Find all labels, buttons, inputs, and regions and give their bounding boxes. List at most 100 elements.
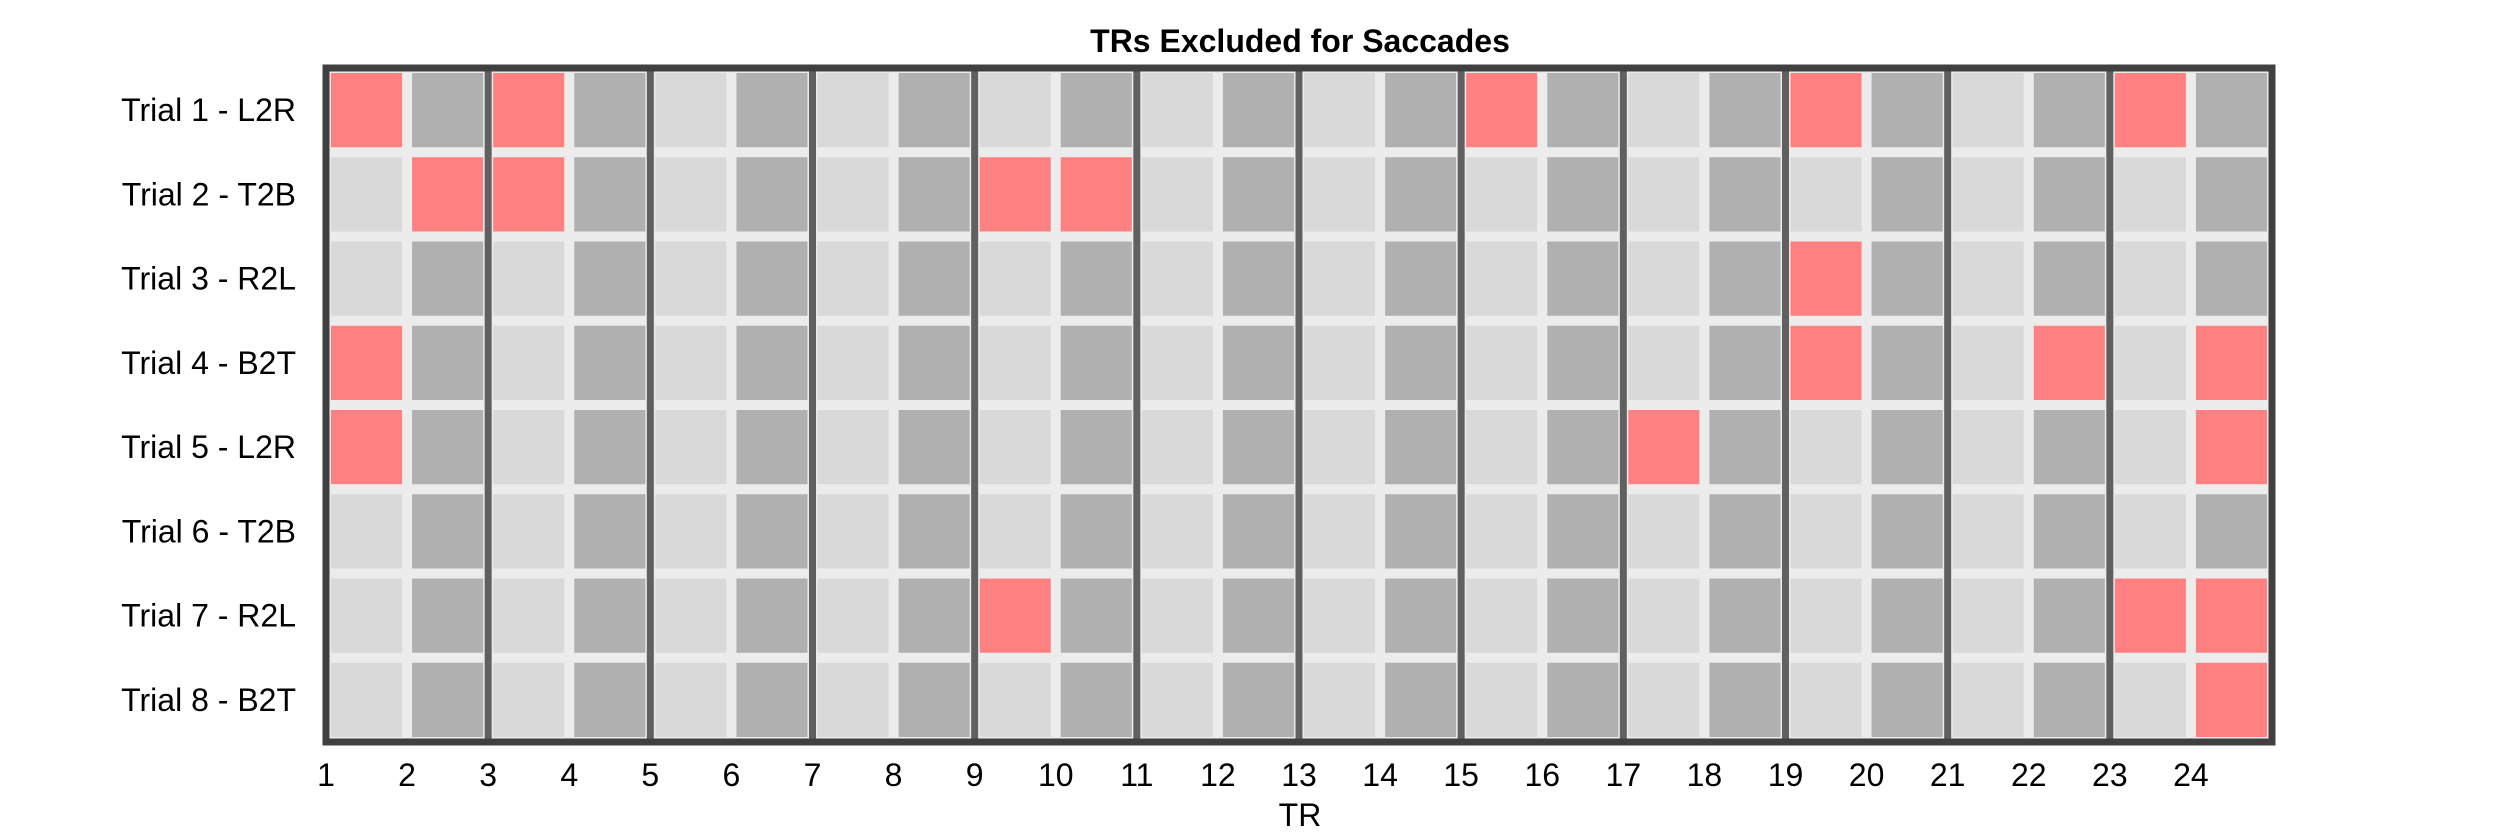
heatmap-cell [574,241,646,316]
heatmap-cell [1547,325,1619,400]
heatmap-cell [1709,325,1781,400]
heatmap-cell [574,578,646,653]
heatmap-cell [2114,494,2186,569]
heatmap-cell [1060,410,1132,485]
heatmap-cell [2114,157,2186,232]
heatmap-cell [1628,157,1700,232]
heatmap-cell [2033,578,2105,653]
heatmap-cell [1628,578,1700,653]
x-tick-label: 16 [1524,757,1560,793]
heatmap-cell [1547,157,1619,232]
heatmap-cell [1060,73,1132,148]
heatmap-cell [493,662,565,737]
heatmap-cell [2195,241,2267,316]
heatmap-cell [2195,494,2267,569]
row-label: Trial 5 - L2R [121,429,296,465]
heatmap-cell [1628,662,1700,737]
heatmap-cell [736,241,808,316]
heatmap-cell [331,410,403,485]
x-tick-label: 10 [1038,757,1074,793]
heatmap-cell [2114,325,2186,400]
heatmap-cell [1222,241,1294,316]
heatmap-cell [1385,241,1457,316]
heatmap-cell [1952,494,2024,569]
heatmap-cell [331,578,403,653]
heatmap-cell [574,73,646,148]
heatmap-cell [898,494,970,569]
x-tick-label: 14 [1362,757,1398,793]
heatmap-cell [1709,494,1781,569]
heatmap-cell [979,662,1051,737]
heatmap-cell [412,73,484,148]
heatmap-cell [655,410,727,485]
heatmap-cell [331,157,403,232]
heatmap-cell [574,157,646,232]
heatmap-cell [1060,494,1132,569]
heatmap-cell [2195,325,2267,400]
heatmap-cell [2033,73,2105,148]
heatmap-cell [493,157,565,232]
heatmap-cell [1222,494,1294,569]
heatmap-cell [1222,73,1294,148]
x-axis-label: TR [1279,797,1322,833]
heatmap-cell [817,325,889,400]
row-labels: Trial 1 - L2R Trial 2 - T2B Trial 3 - R2L T… [121,92,296,718]
heatmap-cell [1141,73,1213,148]
heatmap-cell [655,578,727,653]
heatmap-cell [1628,325,1700,400]
heatmap-cell [331,325,403,400]
heatmap-cell [2195,157,2267,232]
heatmap-cell [1547,494,1619,569]
heatmap-cell [574,494,646,569]
row-label: Trial 3 - R2L [121,261,296,297]
heatmap-cell [1790,578,1862,653]
heatmap-cell [898,662,970,737]
heatmap-cell [898,325,970,400]
heatmap-cell [1628,494,1700,569]
heatmap-cell [1385,578,1457,653]
heatmap-cell [817,494,889,569]
heatmap-cell [1952,325,2024,400]
heatmap-cell [1466,241,1538,316]
heatmap-cell [1466,325,1538,400]
heatmap-cell [1385,494,1457,569]
heatmap-cell [1628,73,1700,148]
heatmap-cell [412,157,484,232]
heatmap-cell [331,73,403,148]
heatmap-cell [1871,241,1943,316]
heatmap-cell [1871,410,1943,485]
heatmap-cell [1141,578,1213,653]
heatmap-cell [2033,662,2105,737]
heatmap-cell [1709,578,1781,653]
heatmap-cell [1385,325,1457,400]
x-tick-label: 21 [1930,757,1966,793]
heatmap-cell [1871,494,1943,569]
heatmap-cell [1790,241,1862,316]
heatmap-cell [1871,157,1943,232]
heatmap-cell [1060,241,1132,316]
tr-separators [322,64,2276,746]
heatmap-cell [736,578,808,653]
heatmap-cell [1871,578,1943,653]
x-tick-label: 2 [398,757,416,793]
row-label: Trial 1 - L2R [121,92,296,128]
heatmap-cell [2033,410,2105,485]
heatmap-cell [898,73,970,148]
heatmap-cell [1466,662,1538,737]
heatmap-cell [1790,157,1862,232]
heatmap-cell [1466,73,1538,148]
heatmap-cell [331,662,403,737]
heatmap-cell [1222,410,1294,485]
heatmap-cell [1385,157,1457,232]
heatmap-cell [736,73,808,148]
heatmap-cell [1709,241,1781,316]
x-tick-label: 18 [1687,757,1723,793]
heatmap-cell [898,157,970,232]
heatmap-cell [1871,662,1943,737]
heatmap-cell [493,410,565,485]
heatmap-cell [1871,325,1943,400]
heatmap-cell [1304,410,1376,485]
heatmap-cell [655,157,727,232]
x-tick-label: 19 [1768,757,1804,793]
heatmap-cell [736,325,808,400]
